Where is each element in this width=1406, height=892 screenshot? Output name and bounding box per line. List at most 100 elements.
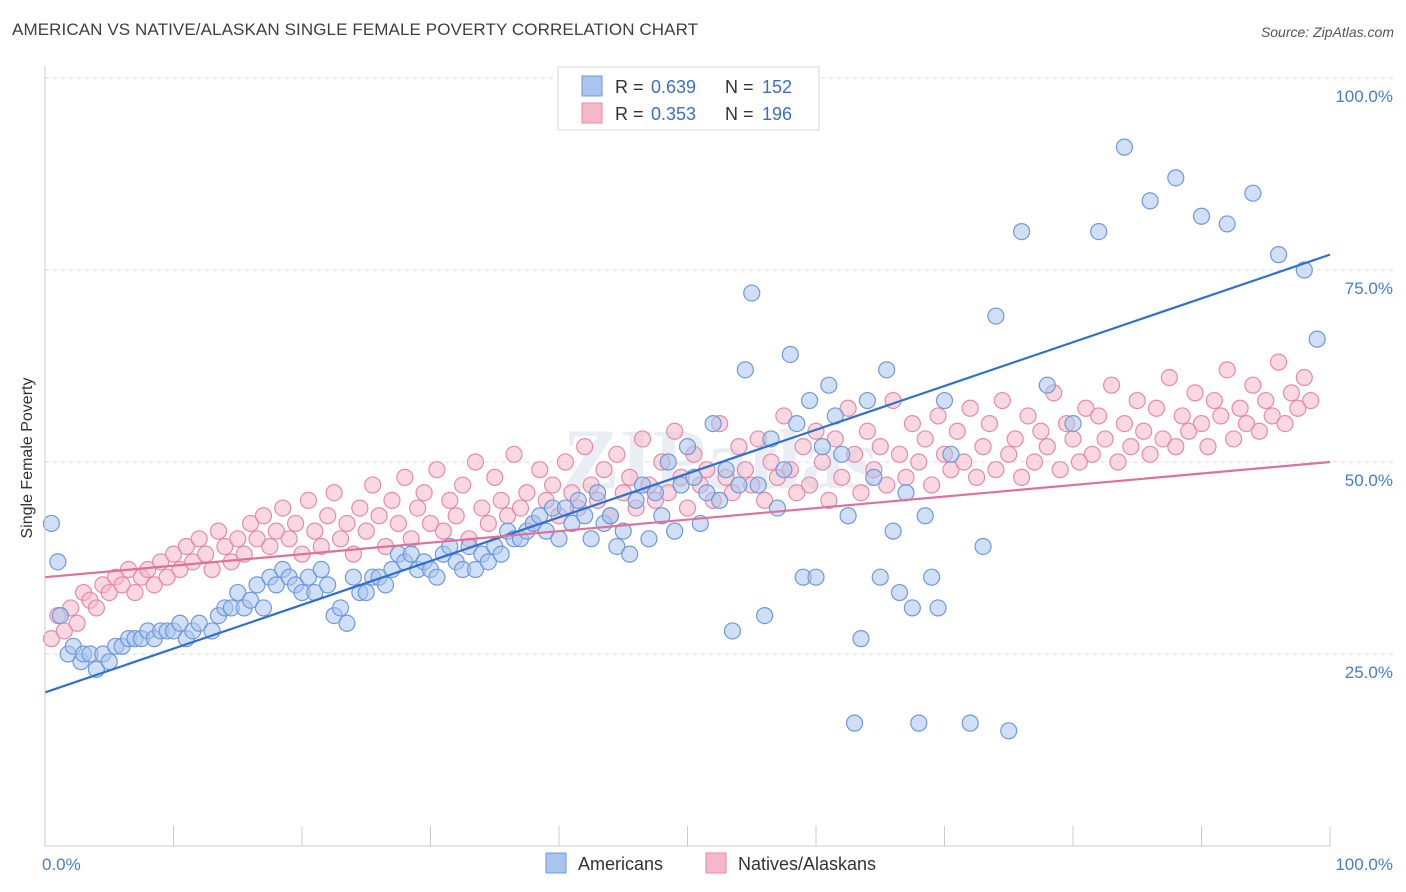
point-natives-69 <box>486 468 504 486</box>
point-natives-63 <box>447 507 465 525</box>
point-americans-32 <box>248 576 266 594</box>
y-axis-label: Single Female Poverty <box>19 378 36 539</box>
point-natives-55 <box>396 468 414 486</box>
point-natives-190 <box>1263 407 1281 425</box>
point-americans-97 <box>666 522 684 540</box>
point-natives-122 <box>826 430 844 448</box>
point-natives-182 <box>1212 407 1230 425</box>
point-natives-149 <box>1000 445 1018 463</box>
point-americans-91 <box>627 491 645 509</box>
series-americans-points <box>42 138 1326 740</box>
point-natives-179 <box>1192 415 1211 433</box>
point-natives-97 <box>666 422 684 440</box>
point-americans-129 <box>871 568 889 586</box>
point-natives-130 <box>878 476 896 494</box>
point-americans-151 <box>1167 169 1185 187</box>
point-natives-38 <box>286 514 305 533</box>
point-natives-51 <box>370 507 388 525</box>
point-americans-21 <box>171 614 189 632</box>
point-americans-1 <box>49 553 67 571</box>
point-americans-114 <box>775 461 793 479</box>
point-americans-145 <box>1012 223 1031 241</box>
point-natives-111 <box>755 491 774 509</box>
point-natives-129 <box>871 438 889 456</box>
point-natives-62 <box>441 491 459 509</box>
legend-bottom-swatch-americans <box>545 852 567 874</box>
point-americans-31 <box>242 591 260 609</box>
point-americans-147 <box>1064 415 1082 433</box>
point-natives-195 <box>1295 368 1313 387</box>
point-natives-29 <box>229 530 247 548</box>
point-natives-42 <box>312 537 330 556</box>
point-natives-135 <box>910 453 928 471</box>
point-americans-152 <box>1192 207 1211 225</box>
point-natives-83 <box>576 438 594 456</box>
point-natives-27 <box>216 537 234 556</box>
y-tick-label-0: 25.0% <box>1345 663 1393 682</box>
point-natives-168 <box>1122 438 1140 456</box>
point-americans-124 <box>839 507 857 525</box>
point-americans-29 <box>229 583 247 602</box>
point-natives-152 <box>1019 407 1037 425</box>
point-natives-114 <box>775 407 793 425</box>
legend-swatch-natives <box>581 102 603 124</box>
point-natives-64 <box>454 476 472 494</box>
point-natives-4 <box>68 614 86 632</box>
point-natives-41 <box>306 522 324 540</box>
point-natives-161 <box>1077 399 1095 417</box>
point-americans-66 <box>466 560 485 579</box>
point-americans-128 <box>865 468 883 486</box>
point-americans-132 <box>890 583 909 602</box>
point-americans-109 <box>743 284 761 302</box>
point-natives-170 <box>1135 422 1153 440</box>
point-natives-178 <box>1186 384 1204 402</box>
point-natives-165 <box>1102 376 1121 394</box>
point-natives-132 <box>890 445 909 463</box>
legend-bottom-label-natives: Natives/Alaskans <box>738 854 876 874</box>
point-americans-135 <box>910 714 928 732</box>
point-americans-49 <box>357 583 375 602</box>
point-americans-143 <box>987 307 1005 325</box>
point-natives-171 <box>1141 445 1159 463</box>
point-americans-24 <box>190 614 208 632</box>
point-natives-50 <box>364 476 382 494</box>
point-natives-134 <box>903 415 921 433</box>
legend-r-value-2: 0.353 <box>651 104 696 124</box>
point-natives-160 <box>1070 453 1089 471</box>
point-americans-148 <box>1090 223 1108 241</box>
point-americans-88 <box>608 537 626 556</box>
point-americans-93 <box>640 530 658 548</box>
grid-lines <box>45 77 1395 655</box>
point-americans-96 <box>659 453 677 471</box>
point-natives-18 <box>158 568 176 586</box>
legend-n-value-1: 152 <box>762 77 792 97</box>
point-natives-191 <box>1269 353 1288 371</box>
point-natives-175 <box>1167 438 1185 456</box>
point-natives-92 <box>633 430 652 448</box>
point-natives-108 <box>736 461 754 479</box>
point-natives-188 <box>1250 422 1268 440</box>
x-tick-label-1: 100.0% <box>1335 855 1393 874</box>
point-natives-86 <box>595 461 613 479</box>
point-americans-136 <box>916 507 934 525</box>
point-americans-126 <box>852 630 870 648</box>
point-natives-184 <box>1225 430 1243 448</box>
point-natives-148 <box>993 391 1011 410</box>
point-natives-150 <box>1006 430 1024 448</box>
point-natives-68 <box>479 514 497 533</box>
point-natives-31 <box>242 514 260 533</box>
point-natives-99 <box>678 499 697 517</box>
point-natives-19 <box>164 545 183 563</box>
point-natives-35 <box>267 522 285 540</box>
point-natives-153 <box>1025 453 1044 471</box>
legend-r-label-1: R = <box>615 77 644 97</box>
point-natives-74 <box>518 484 536 502</box>
point-americans-113 <box>768 499 787 517</box>
point-americans-95 <box>653 507 671 525</box>
point-americans-42 <box>312 560 330 579</box>
point-natives-157 <box>1051 461 1069 479</box>
point-americans-107 <box>730 476 748 494</box>
point-americans-43 <box>319 576 337 594</box>
trend-lines <box>44 253 1331 694</box>
